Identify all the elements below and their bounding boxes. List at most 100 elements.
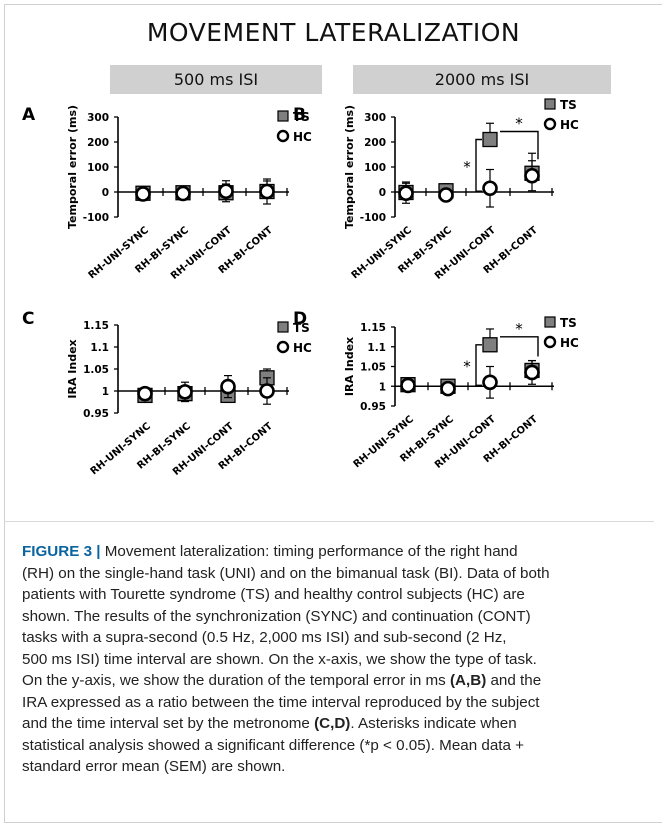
caption-line: FIGURE 3 | Movement lateralization: timi…: [22, 541, 652, 563]
y-tick-label: 1.05: [83, 364, 109, 376]
caption-label: FIGURE 3 |: [22, 543, 105, 560]
legend-ts-marker: [544, 316, 556, 328]
significance-bracket: [475, 344, 482, 386]
hc-marker: [259, 183, 275, 200]
caption-line: standard error mean (SEM) are shown.: [22, 756, 652, 778]
figure-frame: [4, 4, 662, 823]
isi-header-500: 500 ms ISI: [110, 65, 322, 94]
y-tick-label: 1.1: [367, 342, 386, 354]
hc-marker: [440, 380, 456, 397]
caption-text: shown. The results of the synchronizatio…: [22, 607, 531, 625]
caption-text: and the time interval set by the metrono…: [22, 715, 315, 732]
y-tick-label: -100: [360, 212, 386, 224]
hc-marker: [220, 378, 236, 395]
hc-marker: [137, 385, 153, 402]
y-tick-label: 1.15: [360, 322, 386, 334]
caption-line: statistical analysis showed a significan…: [22, 735, 652, 757]
caption-separator: [4, 521, 654, 522]
figure-caption: FIGURE 3 | Movement lateralization: timi…: [22, 541, 652, 778]
significance-star: *: [463, 358, 471, 376]
caption-text: On the y-axis, we show the duration of t…: [22, 672, 450, 689]
y-tick-label: 100: [364, 162, 386, 174]
caption-text: 500 ms ISI) time interval are shown. On …: [22, 650, 537, 668]
y-tick-label: 300: [364, 112, 386, 124]
y-tick-label: 0.95: [83, 408, 109, 420]
caption-text: . Asterisks indicate when: [350, 715, 517, 732]
significance-star: *: [515, 320, 523, 338]
y-tick-label: -100: [83, 212, 109, 224]
caption-line: and the time interval set by the metrono…: [22, 713, 652, 735]
y-axis-label: IRA Index: [343, 337, 356, 396]
legend-hc-marker: [543, 335, 557, 349]
y-axis-label: IRA Index: [66, 339, 79, 398]
y-tick-label: 200: [87, 137, 109, 149]
legend-hc-label: HC: [560, 336, 579, 350]
caption-line: shown. The results of the synchronizatio…: [22, 606, 652, 628]
panel-letter: C: [22, 309, 34, 329]
y-tick-label: 1.05: [360, 362, 386, 374]
hc-marker: [524, 167, 540, 184]
significance-bracket: [475, 138, 482, 192]
caption-line: (RH) on the single-hand task (UNI) and o…: [22, 563, 652, 585]
significance-star: *: [515, 115, 523, 133]
figure-panels: A Temporal error (ms) 3002001000-100RH-UNI…: [22, 98, 579, 478]
hc-marker: [398, 185, 414, 202]
y-tick-label: 300: [87, 112, 109, 124]
hc-marker: [135, 186, 151, 202]
legend-ts-marker: [544, 98, 556, 110]
y-tick-label: 1.1: [90, 342, 109, 354]
caption-text: standard error mean (SEM) are shown.: [22, 758, 286, 775]
significance-bracket: [500, 336, 539, 357]
legend-hc-marker: [543, 117, 557, 131]
ts-marker: [482, 131, 498, 148]
panel-letter: B: [293, 105, 306, 125]
caption-line: 500 ms ISI) time interval are shown. On …: [22, 649, 652, 671]
caption-text: patients with Tourette syndrome (TS) and…: [22, 586, 525, 603]
legend-hc-label: HC: [293, 341, 312, 355]
y-tick-label: 0.95: [360, 401, 386, 413]
caption-text: (RH) on the single-hand task (UNI) and o…: [22, 564, 550, 582]
caption-text: and the: [486, 672, 542, 689]
hc-marker: [524, 364, 540, 381]
y-tick-label: 100: [87, 162, 109, 174]
hc-marker: [400, 377, 416, 394]
y-tick-label: 1.15: [83, 320, 109, 332]
y-axis-label: Temporal error (ms): [343, 105, 356, 229]
legend-ts-label: TS: [560, 98, 577, 112]
hc-marker: [175, 185, 191, 202]
y-axis-label: Temporal error (ms): [66, 105, 79, 229]
caption-line: tasks with a supra-second (0.5 Hz, 2,000…: [22, 627, 652, 649]
y-tick-label: 0: [102, 187, 109, 199]
y-tick-label: 1: [102, 386, 109, 398]
hc-marker: [438, 187, 454, 203]
legend-ts-label: TS: [293, 110, 310, 124]
hc-marker: [482, 374, 498, 391]
panel-letter: D: [293, 309, 307, 329]
caption-text: statistical analysis showed a significan…: [22, 736, 525, 754]
caption-text: Movement lateralization: timing performa…: [104, 543, 518, 560]
caption-text: (C,D): [314, 715, 351, 732]
hc-marker: [177, 384, 193, 400]
legend-hc-marker: [276, 340, 290, 354]
significance-star: *: [463, 158, 471, 176]
caption-text: IRA expressed as a ratio between the tim…: [22, 693, 540, 711]
caption-line: patients with Tourette syndrome (TS) and…: [22, 584, 652, 606]
legend-ts-marker: [277, 321, 289, 333]
legend-ts-marker: [277, 110, 289, 122]
legend-hc-label: HC: [293, 130, 312, 144]
figure-title: MOVEMENT LATERALIZATION: [146, 18, 521, 47]
hc-marker: [218, 183, 234, 200]
legend-ts-label: TS: [560, 316, 577, 330]
caption-text: tasks with a supra-second (0.5 Hz, 2,000…: [22, 629, 507, 646]
legend-hc-label: HC: [560, 118, 579, 132]
significance-bracket: [500, 130, 539, 160]
isi-header-2000: 2000 ms ISI: [353, 65, 611, 94]
hc-marker: [259, 383, 275, 399]
legend-ts-label: TS: [293, 321, 310, 335]
hc-marker: [482, 180, 498, 197]
caption-line: On the y-axis, we show the duration of t…: [22, 670, 652, 692]
caption-text: (A,B): [449, 672, 487, 689]
y-tick-label: 200: [364, 137, 386, 149]
caption-line: IRA expressed as a ratio between the tim…: [22, 692, 652, 714]
legend-hc-marker: [276, 129, 290, 143]
